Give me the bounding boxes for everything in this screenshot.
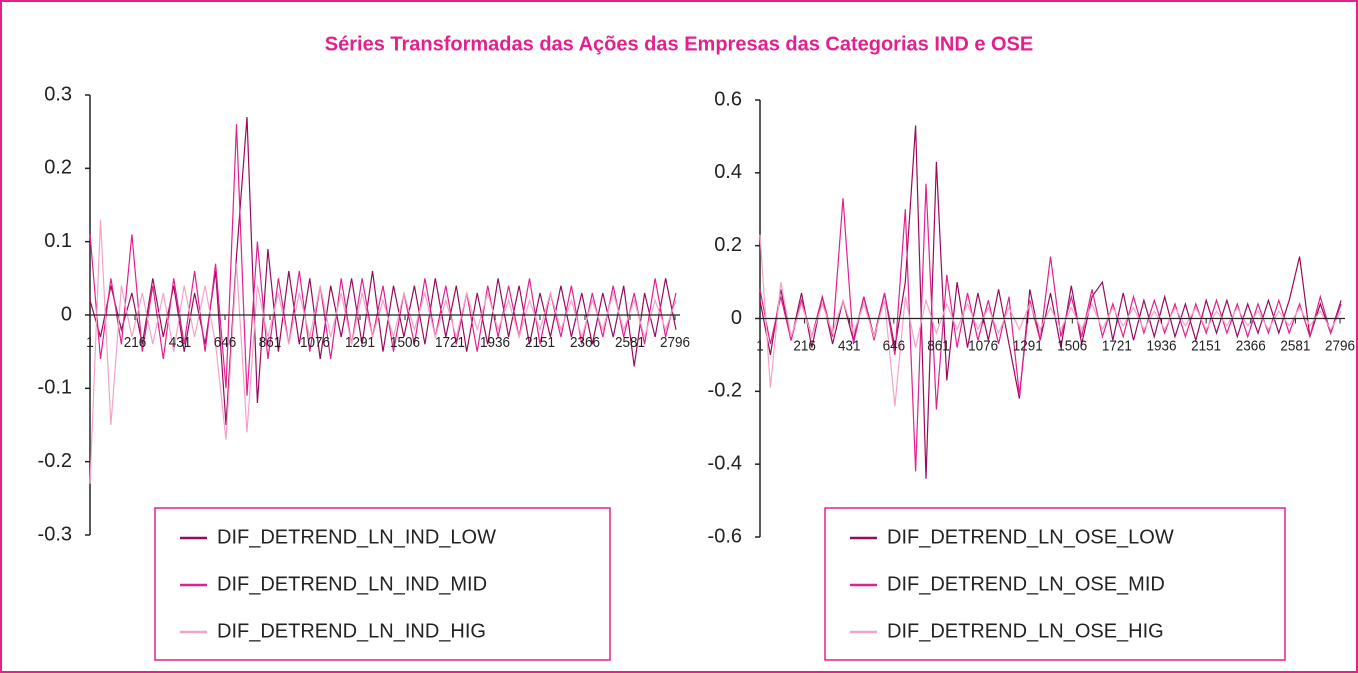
y-tick-label: -0.4 xyxy=(708,452,742,474)
x-tick-label: 216 xyxy=(793,338,816,355)
x-tick-label: 2796 xyxy=(1325,338,1355,355)
legend-box xyxy=(154,507,611,661)
legend-label: DIF_DETREND_LN_OSE_HIG xyxy=(887,620,1164,642)
x-tick-label: 861 xyxy=(927,338,950,355)
x-tick-label: 1076 xyxy=(300,334,330,351)
chart-title: Séries Transformadas das Ações das Empre… xyxy=(325,33,1033,55)
x-tick-label: 2366 xyxy=(1236,338,1266,355)
x-tick-label: 431 xyxy=(169,334,192,351)
x-tick-label: 1291 xyxy=(1013,338,1043,355)
x-tick-label: 2366 xyxy=(570,334,600,351)
x-tick-label: 1506 xyxy=(1057,338,1087,355)
y-tick-label: 0.2 xyxy=(714,234,742,256)
y-tick-label: 0.2 xyxy=(44,157,72,179)
x-tick-label: 2151 xyxy=(525,334,555,351)
series-line xyxy=(89,219,677,484)
y-tick-label: 0.3 xyxy=(44,83,72,105)
y-tick-label: -0.6 xyxy=(708,525,742,547)
x-tick-label: 1506 xyxy=(390,334,420,351)
legend-label: DIF_DETREND_LN_OSE_MID xyxy=(887,573,1165,595)
y-tick-label: -0.2 xyxy=(708,380,742,402)
x-tick-label: 646 xyxy=(883,338,906,355)
y-tick-label: -0.1 xyxy=(38,377,72,399)
x-tick-label: 861 xyxy=(259,334,282,351)
legend-box xyxy=(824,507,1286,661)
x-tick-label: 646 xyxy=(214,334,237,351)
y-tick-label: 0 xyxy=(61,303,72,325)
x-tick-label: 1936 xyxy=(480,334,510,351)
series-line xyxy=(759,183,1342,472)
x-tick-label: 2581 xyxy=(1280,338,1310,355)
series-line xyxy=(89,116,677,426)
x-tick-label: 2151 xyxy=(1191,338,1221,355)
x-tick-label: 1721 xyxy=(1102,338,1132,355)
y-tick-label: 0.1 xyxy=(44,230,72,252)
series-line xyxy=(759,234,1342,406)
x-tick-label: 1 xyxy=(86,334,94,351)
legend-label: DIF_DETREND_LN_IND_HIG xyxy=(217,620,486,642)
y-tick-label: 0.6 xyxy=(714,88,742,110)
x-tick-label: 216 xyxy=(124,334,147,351)
x-tick-label: 1 xyxy=(756,338,764,355)
x-tick-label: 1936 xyxy=(1147,338,1177,355)
x-tick-label: 2796 xyxy=(660,334,690,351)
y-tick-label: -0.3 xyxy=(38,523,72,545)
legend-label: DIF_DETREND_LN_IND_MID xyxy=(217,573,487,595)
legend-label: DIF_DETREND_LN_IND_LOW xyxy=(217,526,496,548)
y-tick-label: 0.4 xyxy=(714,161,742,183)
x-tick-label: 1076 xyxy=(968,338,998,355)
x-tick-label: 1291 xyxy=(345,334,375,351)
x-tick-label: 2581 xyxy=(615,334,645,351)
x-tick-label: 431 xyxy=(838,338,861,355)
y-tick-label: 0 xyxy=(731,307,742,329)
x-tick-label: 1721 xyxy=(435,334,465,351)
y-tick-label: -0.2 xyxy=(38,450,72,472)
legend-label: DIF_DETREND_LN_OSE_LOW xyxy=(887,526,1174,548)
